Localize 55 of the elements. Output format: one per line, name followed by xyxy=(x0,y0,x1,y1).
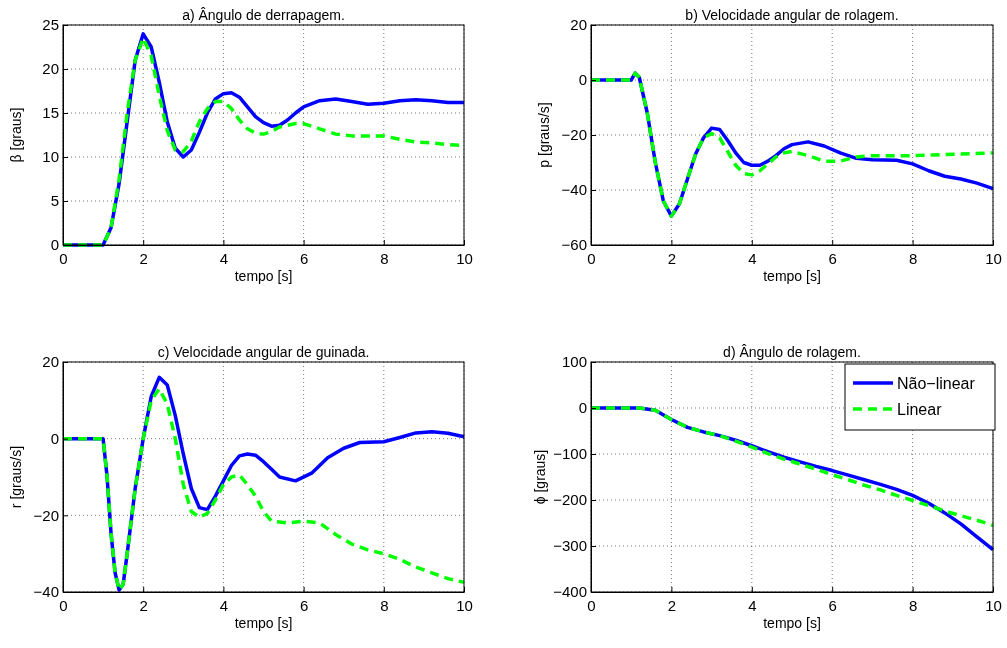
legend-label: Não−linear xyxy=(897,375,976,392)
x-tick-label: 6 xyxy=(299,249,309,267)
y-tick-label: 15 xyxy=(42,104,59,122)
x-tick-label: 10 xyxy=(456,596,473,614)
x-axis-title: tempo [s] xyxy=(763,268,821,284)
y-tick-label: −60 xyxy=(561,236,587,254)
x-tick-label: 6 xyxy=(299,596,309,614)
y-tick-label: 0 xyxy=(50,429,59,447)
y-axis-title: p [graus/s] xyxy=(536,102,552,168)
x-tick-label: 4 xyxy=(219,596,229,614)
x-tick-label: 2 xyxy=(139,249,148,267)
y-tick-label: −40 xyxy=(561,181,587,199)
x-tick-label: 10 xyxy=(985,596,1002,614)
chart-title: b) Velocidade angular de rolagem. xyxy=(685,7,899,23)
x-tick-label: 6 xyxy=(828,249,837,267)
chart-title: c) Velocidade angular de guinada. xyxy=(157,344,370,360)
x-tick-label: 4 xyxy=(219,249,229,267)
y-tick-label: −40 xyxy=(33,583,59,601)
x-tick-label: 2 xyxy=(139,596,148,614)
x-axis-title: tempo [s] xyxy=(234,268,293,284)
y-tick-label: −20 xyxy=(561,126,587,144)
x-tick-label: 4 xyxy=(748,249,757,267)
x-tick-label: 10 xyxy=(985,249,1002,267)
y-tick-label: −200 xyxy=(553,491,587,509)
y-tick-label: 20 xyxy=(42,353,59,371)
y-tick-label: −400 xyxy=(553,583,587,601)
y-tick-label: 25 xyxy=(42,16,59,34)
x-axis-title: tempo [s] xyxy=(234,615,293,631)
y-tick-label: −20 xyxy=(33,506,59,524)
x-tick-label: 8 xyxy=(380,249,389,267)
x-tick-label: 8 xyxy=(908,596,918,614)
chart-title: a) Ângulo de derrapagem. xyxy=(182,7,345,23)
x-tick-label: 8 xyxy=(380,596,389,614)
y-tick-label: 20 xyxy=(42,60,59,78)
y-axis-title: β [graus] xyxy=(8,107,24,163)
y-tick-label: 10 xyxy=(42,148,59,166)
y-axis-title: ϕ [graus] xyxy=(532,449,548,505)
x-axis-title: tempo [s] xyxy=(763,615,821,631)
y-tick-label: 0 xyxy=(50,236,59,254)
y-axis-title: r [graus/s] xyxy=(8,445,24,509)
y-tick-label: 5 xyxy=(50,192,59,210)
chart-title: d) Ângulo de rolagem. xyxy=(723,344,861,360)
x-tick-label: 8 xyxy=(908,249,918,267)
y-tick-label: 0 xyxy=(578,71,587,89)
y-tick-label: −300 xyxy=(553,537,587,555)
y-tick-label: 100 xyxy=(561,353,587,371)
x-tick-label: 4 xyxy=(748,596,757,614)
x-tick-label: 10 xyxy=(456,249,473,267)
legend-label: Linear xyxy=(897,401,943,418)
y-tick-label: −100 xyxy=(553,445,587,463)
x-tick-label: 6 xyxy=(828,596,837,614)
x-tick-label: 2 xyxy=(667,249,677,267)
y-tick-label: 0 xyxy=(578,399,587,417)
x-tick-label: 2 xyxy=(667,596,677,614)
y-tick-label: 20 xyxy=(570,16,587,34)
